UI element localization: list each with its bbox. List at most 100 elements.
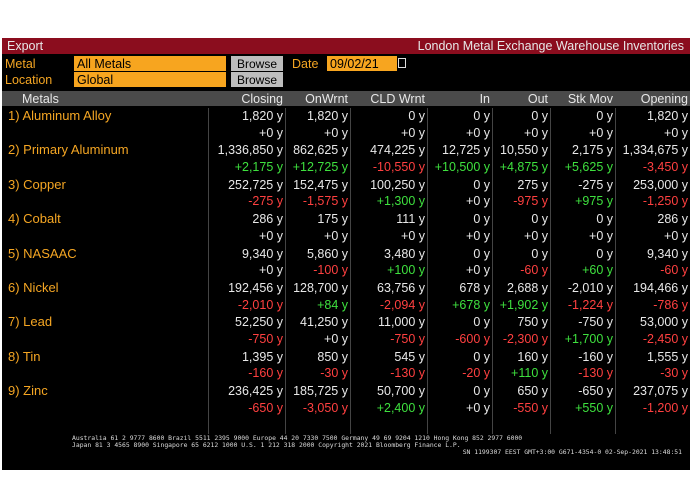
metal-name[interactable]: 4) Cobalt — [8, 211, 61, 227]
closing-value: 0 y — [596, 212, 613, 227]
change-value: +0 y — [466, 228, 490, 243]
closing-value: -160 y — [578, 349, 613, 364]
change-value: +2,175 y — [234, 159, 283, 174]
calendar-icon[interactable] — [398, 58, 406, 68]
closing-value: 111 y — [396, 212, 425, 227]
change-value: -1,250 y — [642, 194, 688, 209]
change-value: -786 y — [653, 297, 688, 312]
change-value: -750 y — [248, 331, 283, 346]
footer-line: Japan 81 3 4565 8900 Singapore 65 6212 1… — [72, 441, 461, 449]
change-value: +0 y — [259, 228, 283, 243]
closing-value: 0 y — [473, 349, 490, 364]
closing-value: 236,425 y — [228, 384, 283, 399]
change-value: +12,725 y — [292, 159, 348, 174]
closing-value: 286 y — [657, 212, 688, 227]
change-value: -2,300 y — [502, 331, 548, 346]
change-value: -1,575 y — [302, 194, 348, 209]
change-value: +5,625 y — [564, 159, 613, 174]
location-field[interactable]: Global — [74, 72, 226, 87]
change-value: +0 y — [466, 263, 490, 278]
closing-value: 192,456 y — [228, 281, 283, 295]
closing-value: 1,820 y — [646, 109, 688, 123]
change-value: +0 y — [401, 125, 425, 140]
column-divider — [427, 108, 428, 434]
change-value: -275 y — [248, 194, 283, 209]
closing-value: 650 y — [517, 384, 548, 399]
closing-value: 252,725 y — [228, 177, 283, 192]
change-value: +1,902 y — [499, 297, 548, 312]
change-value: +0 y — [324, 125, 348, 140]
metal-name[interactable]: 5) NASAAC — [8, 245, 77, 261]
closing-value: 850 y — [317, 349, 348, 364]
closing-value: 175 y — [317, 212, 348, 227]
column-header: Metals — [22, 92, 59, 106]
change-value: -975 y — [513, 194, 548, 209]
metal-name[interactable]: 1) Aluminum Alloy — [8, 108, 112, 123]
change-value: +100 y — [387, 263, 425, 278]
browse-button[interactable]: Browse — [231, 56, 283, 71]
closing-value: 1,395 y — [241, 349, 283, 364]
column-header: OnWrnt — [305, 92, 348, 106]
closing-value: 750 y — [517, 315, 548, 330]
column-divider — [550, 108, 551, 434]
metal-name[interactable]: 9) Zinc — [8, 383, 48, 399]
change-value: +975 y — [575, 194, 613, 209]
closing-value: 0 y — [531, 109, 548, 123]
change-value: +0 y — [259, 125, 283, 140]
metal-name[interactable]: 3) Copper — [8, 176, 66, 192]
metal-name[interactable]: 7) Lead — [8, 314, 53, 330]
closing-value: 286 y — [252, 212, 283, 227]
change-value: -3,050 y — [302, 400, 348, 415]
closing-value: 0 y — [531, 212, 548, 227]
closing-value: 678 y — [459, 281, 490, 295]
closing-value: 545 y — [394, 349, 425, 364]
change-value: -30 y — [320, 366, 348, 381]
change-value: -2,450 y — [642, 331, 688, 346]
closing-value: 2,175 y — [571, 143, 613, 158]
change-value: -2,010 y — [237, 297, 283, 312]
change-value: -600 y — [455, 331, 490, 346]
change-value: -60 y — [660, 263, 688, 278]
browse-button[interactable]: Browse — [231, 72, 283, 87]
metal-name[interactable]: 8) Tin — [8, 348, 41, 364]
change-value: +0 y — [589, 228, 613, 243]
column-header: Opening — [640, 92, 688, 106]
closing-value: 53,000 y — [640, 315, 688, 330]
change-value: -100 y — [313, 263, 348, 278]
column-divider — [208, 108, 209, 434]
closing-value: 1,336,850 y — [217, 143, 283, 158]
closing-value: 0 y — [473, 384, 490, 399]
column-header-bar — [2, 91, 690, 106]
change-value: -3,450 y — [642, 159, 688, 174]
metal-field[interactable]: All Metals — [74, 56, 226, 71]
change-value: -750 y — [390, 331, 425, 346]
change-value: +0 y — [664, 125, 688, 140]
column-divider — [350, 108, 351, 434]
column-header: Out — [527, 92, 548, 106]
change-value: +84 y — [317, 297, 348, 312]
export-button[interactable]: Export — [7, 39, 44, 53]
change-value: -30 y — [660, 366, 688, 381]
change-value: +0 y — [466, 194, 490, 209]
change-value: -60 y — [520, 263, 548, 278]
closing-value: 10,550 y — [500, 143, 548, 158]
closing-value: 0 y — [596, 109, 613, 123]
closing-value: 11,000 y — [377, 315, 425, 330]
closing-value: 237,075 y — [633, 384, 688, 399]
change-value: +2,400 y — [376, 400, 425, 415]
change-value: -130 y — [390, 366, 425, 381]
change-value: +0 y — [324, 228, 348, 243]
change-value: -10,550 y — [372, 159, 425, 174]
date-field[interactable]: 09/02/21 — [327, 56, 397, 71]
change-value: +10,500 y — [434, 159, 490, 174]
closing-value: 474,225 y — [370, 143, 425, 158]
metal-name[interactable]: 6) Nickel — [8, 280, 59, 295]
change-value: +0 y — [524, 125, 548, 140]
closing-value: 194,466 y — [633, 281, 688, 295]
metal-name[interactable]: 2) Primary Aluminum — [8, 142, 129, 158]
change-value: -20 y — [462, 366, 490, 381]
closing-value: 185,725 y — [293, 384, 348, 399]
change-value: +1,300 y — [376, 194, 425, 209]
change-value: +0 y — [324, 331, 348, 346]
